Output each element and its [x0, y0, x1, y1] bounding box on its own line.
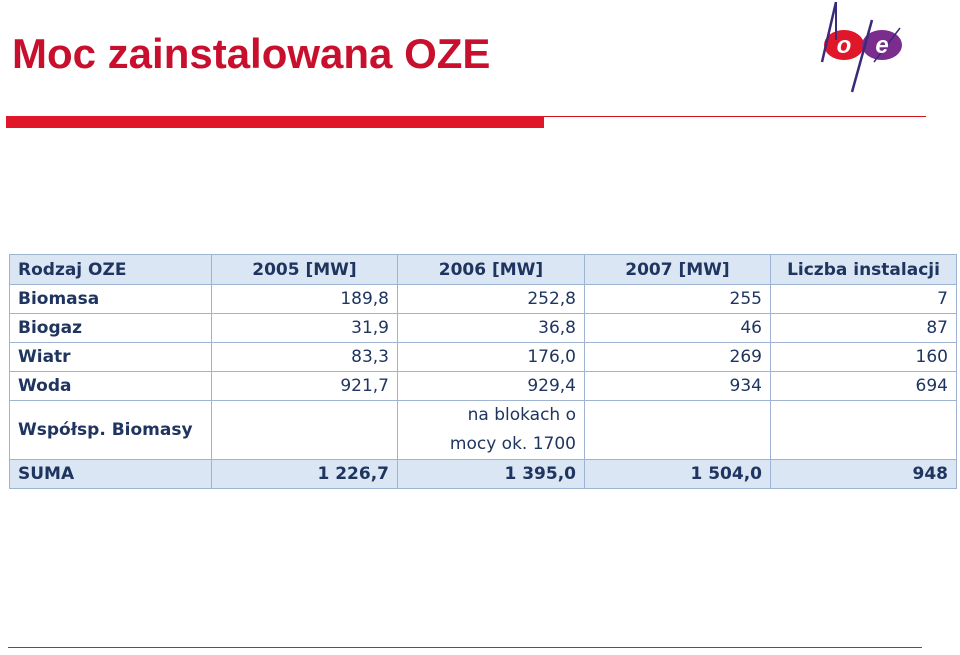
header-2005: 2005 [MW]	[211, 254, 398, 285]
cell-2007	[584, 400, 771, 460]
title-underline-thick	[6, 116, 544, 128]
cell-2007: 269	[584, 342, 771, 372]
logo-stroke-p	[850, 19, 874, 93]
logo-stroke-b	[820, 1, 838, 63]
total-count: 948	[770, 459, 957, 489]
cell-2006: 252,8	[397, 284, 585, 314]
cell-count: 7	[770, 284, 957, 314]
cell-count	[770, 400, 957, 460]
note-line-1: na blokach o	[467, 405, 576, 425]
cell-2007: 255	[584, 284, 771, 314]
cell-2005	[211, 400, 398, 460]
table-header-row: Rodzaj OZE 2005 [MW] 2006 [MW] 2007 [MW]…	[9, 254, 957, 285]
cell-count: 87	[770, 313, 957, 343]
cell-2006-note: na blokach o mocy ok. 1700	[397, 400, 585, 460]
cell-count: 160	[770, 342, 957, 372]
table-row: Wiatr 83,3 176,0 269 160	[9, 342, 957, 372]
header-2006: 2006 [MW]	[397, 254, 585, 285]
table-row: Współsp. Biomasy na blokach o mocy ok. 1…	[9, 400, 957, 460]
cell-2005: 189,8	[211, 284, 398, 314]
cell-type: Wiatr	[9, 342, 212, 372]
total-2007: 1 504,0	[584, 459, 771, 489]
logo-letter-o: o	[837, 32, 852, 59]
header-count: Liczba instalacji	[770, 254, 957, 285]
cell-type: Woda	[9, 371, 212, 401]
total-2006: 1 395,0	[397, 459, 585, 489]
logo-letter-e: e	[875, 32, 888, 59]
cell-type: Biogaz	[9, 313, 212, 343]
footer-line	[8, 647, 922, 648]
header-type: Rodzaj OZE	[9, 254, 212, 285]
cell-2006: 929,4	[397, 371, 585, 401]
cell-2005: 31,9	[211, 313, 398, 343]
bpe-logo: o e	[820, 1, 902, 93]
oze-capacity-table: Rodzaj OZE 2005 [MW] 2006 [MW] 2007 [MW]…	[9, 254, 957, 489]
table-row: Woda 921,7 929,4 934 694	[9, 371, 957, 401]
cell-type: Współsp. Biomasy	[9, 400, 212, 460]
total-label: SUMA	[9, 459, 212, 489]
cell-count: 694	[770, 371, 957, 401]
cell-2005: 83,3	[211, 342, 398, 372]
cell-type: Biomasa	[9, 284, 212, 314]
table-total-row: SUMA 1 226,7 1 395,0 1 504,0 948	[9, 459, 957, 489]
logo-left-circle	[824, 30, 864, 60]
table-row: Biogaz 31,9 36,8 46 87	[9, 313, 957, 343]
cell-2007: 46	[584, 313, 771, 343]
cell-2005: 921,7	[211, 371, 398, 401]
table-row: Biomasa 189,8 252,8 255 7	[9, 284, 957, 314]
slide-title: Moc zainstalowana OZE	[12, 30, 491, 77]
note-line-2: mocy ok. 1700	[449, 434, 576, 454]
cell-2007: 934	[584, 371, 771, 401]
total-2005: 1 226,7	[211, 459, 398, 489]
cell-2006: 176,0	[397, 342, 585, 372]
title-underline-thin	[544, 116, 926, 117]
cell-2006: 36,8	[397, 313, 585, 343]
header-2007: 2007 [MW]	[584, 254, 771, 285]
